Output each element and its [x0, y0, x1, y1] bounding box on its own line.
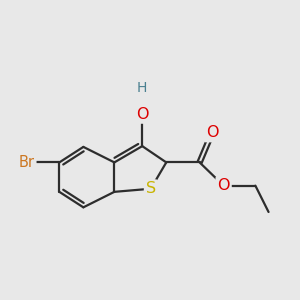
Text: H: H — [137, 81, 147, 95]
Text: O: O — [218, 178, 230, 193]
Text: Br: Br — [19, 155, 35, 170]
Text: S: S — [146, 181, 156, 196]
Text: O: O — [136, 107, 148, 122]
Text: O: O — [206, 125, 218, 140]
